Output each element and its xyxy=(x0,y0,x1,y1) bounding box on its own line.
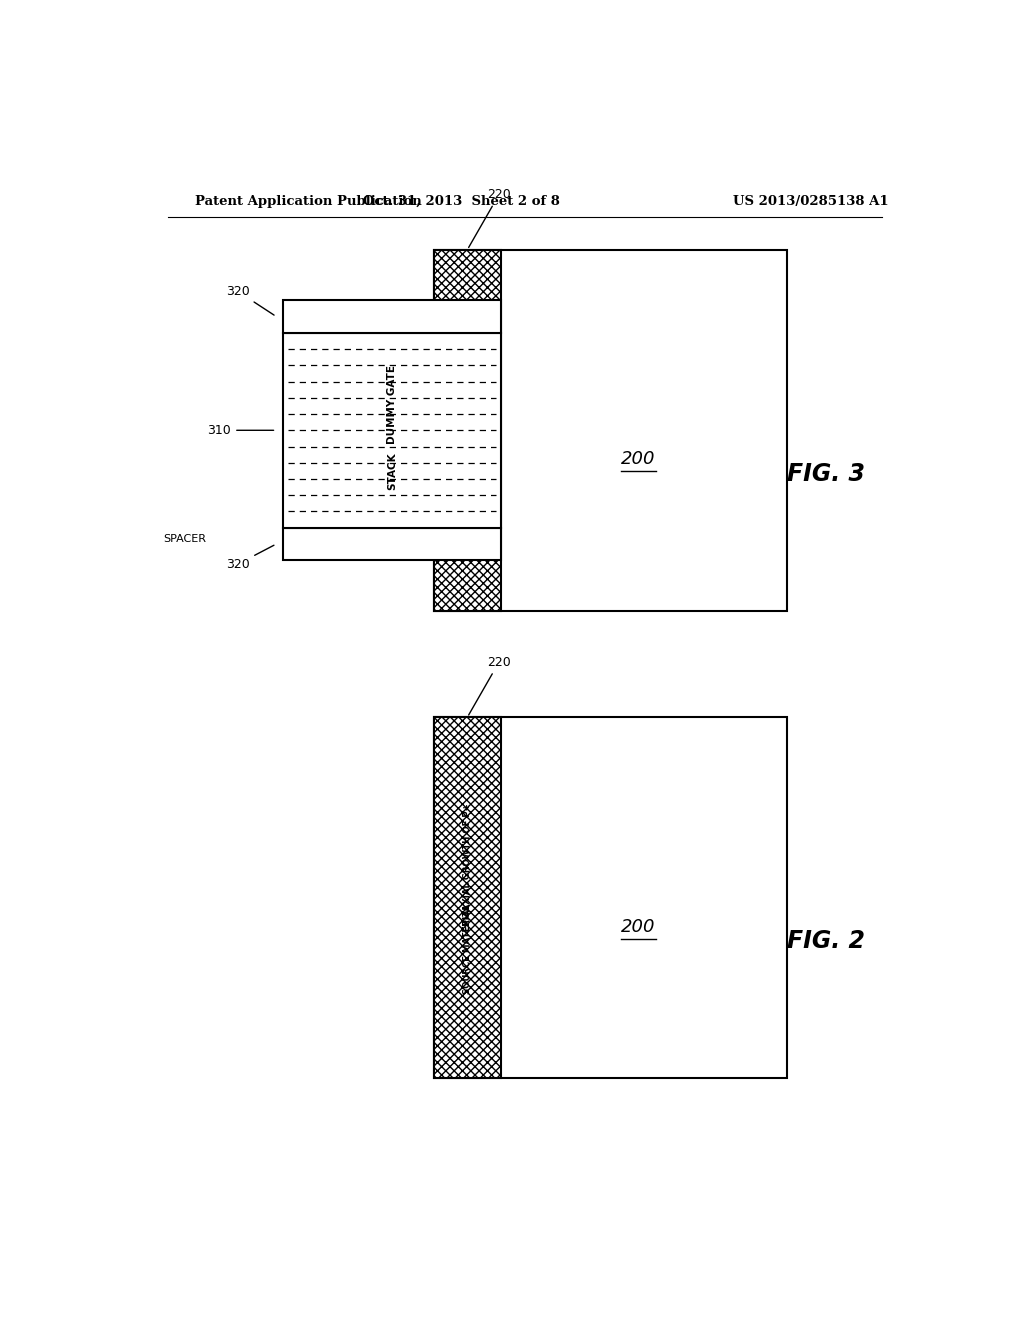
Text: SOURCE MATERIAL: SOURCE MATERIAL xyxy=(463,904,472,994)
Bar xyxy=(433,249,501,611)
Text: US 2013/0285138 A1: US 2013/0285138 A1 xyxy=(733,194,888,207)
Text: 220: 220 xyxy=(469,656,511,715)
Bar xyxy=(433,249,786,611)
Text: 310: 310 xyxy=(208,424,273,437)
Text: DUMMY GATE: DUMMY GATE xyxy=(387,366,397,445)
Text: 200: 200 xyxy=(621,450,655,469)
Text: SPACER: SPACER xyxy=(164,533,207,544)
Text: 200: 200 xyxy=(621,917,655,936)
Bar xyxy=(433,718,501,1078)
Text: 220: 220 xyxy=(469,187,511,247)
Text: Patent Application Publication: Patent Application Publication xyxy=(196,194,422,207)
Text: Oct. 31, 2013  Sheet 2 of 8: Oct. 31, 2013 Sheet 2 of 8 xyxy=(362,194,560,207)
Bar xyxy=(283,333,501,528)
Text: 320: 320 xyxy=(225,545,274,570)
Bar xyxy=(283,528,501,560)
Text: STACK: STACK xyxy=(387,453,397,490)
Text: FIG. 2: FIG. 2 xyxy=(787,929,865,953)
Text: EPITAXIAL GROWTH OF P+: EPITAXIAL GROWTH OF P+ xyxy=(463,804,472,931)
Bar xyxy=(283,301,501,333)
Text: 320: 320 xyxy=(225,285,274,315)
Bar xyxy=(433,718,786,1078)
Text: FIG. 3: FIG. 3 xyxy=(787,462,865,486)
